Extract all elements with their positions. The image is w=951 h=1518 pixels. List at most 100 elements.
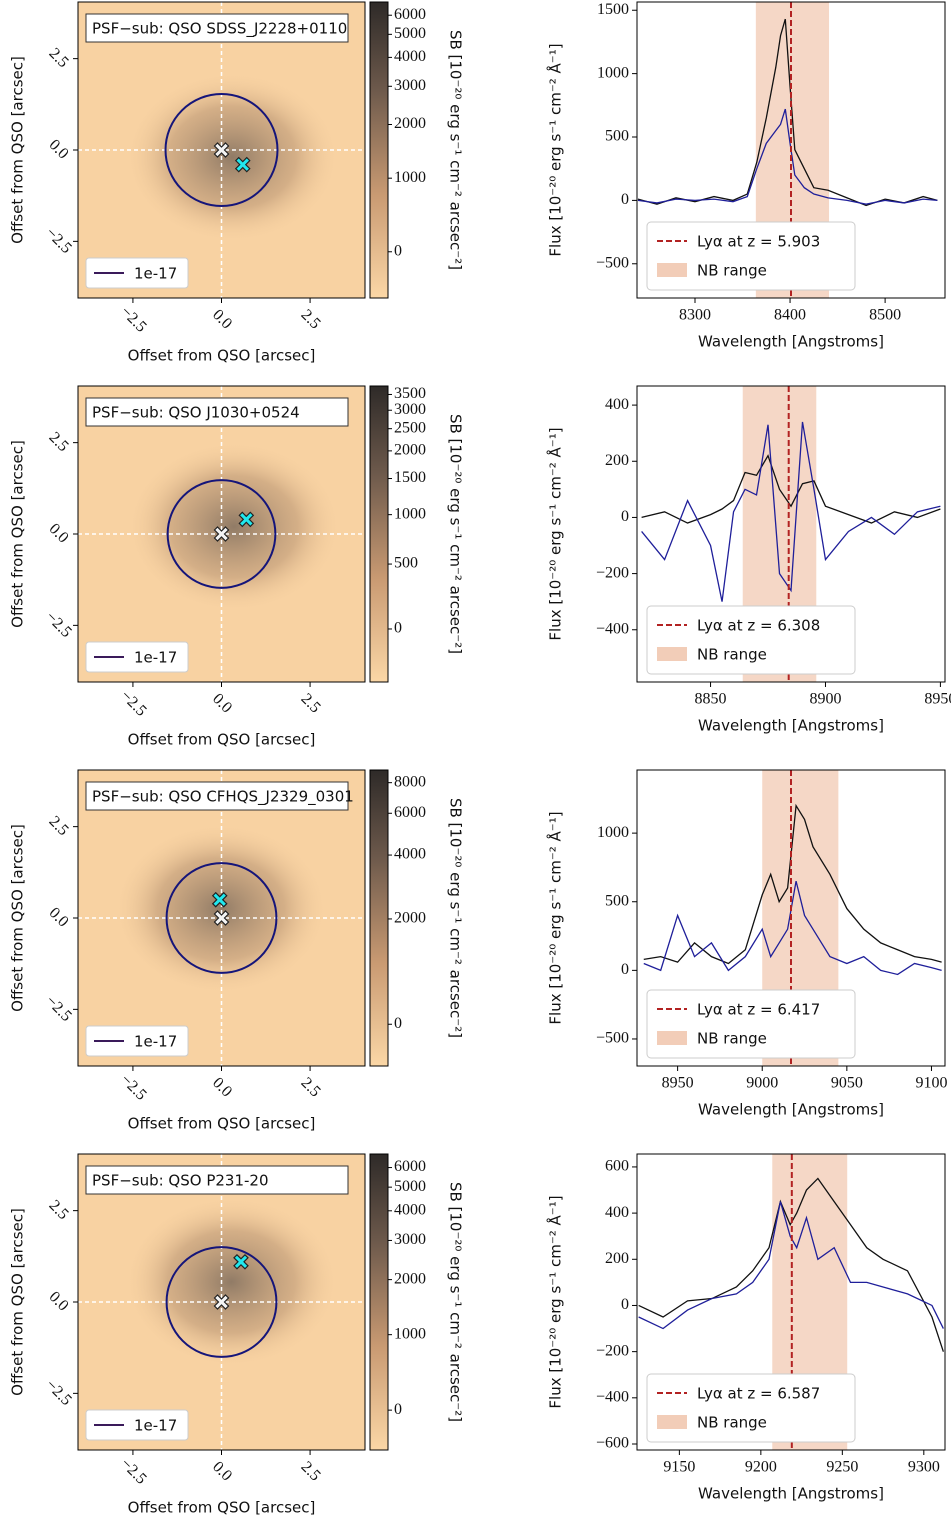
colorbar-tick-label: 6000 <box>394 6 426 23</box>
x-tick-label: 0.0 <box>209 690 235 716</box>
y-tick-label: 1000 <box>597 64 629 81</box>
x-axis-label: Wavelength [Angstroms] <box>698 717 884 735</box>
y-tick-label: 200 <box>605 1250 629 1267</box>
frame <box>636 769 946 1067</box>
x-tick-label: 2.5 <box>298 1458 324 1484</box>
legend-box <box>646 221 856 291</box>
y-tick-label: 0 <box>621 191 629 208</box>
y-axis-label: Offset from QSO [arcsec] <box>9 56 27 244</box>
x-tick-label: 9000 <box>746 1075 778 1092</box>
colorbar-tick-label: 0 <box>394 242 402 259</box>
spectrum <box>637 108 938 205</box>
colorbar-tick-label: 2000 <box>394 442 426 459</box>
legend-label: NB range <box>697 1414 767 1432</box>
colorbar-tick-label: 4000 <box>394 1201 426 1218</box>
x-tick-label: 9200 <box>745 1459 777 1476</box>
x-axis-label: Offset from QSO [arcsec] <box>128 347 316 365</box>
legend-label: NB range <box>697 1030 767 1048</box>
colorbar-tick-label: 3500 <box>394 385 426 402</box>
colorbar-tick-label: 1000 <box>394 505 426 522</box>
x-tick-label: 9100 <box>915 1075 947 1092</box>
y-tick-label: 2.5 <box>46 813 72 839</box>
y-tick-label: 500 <box>605 892 629 909</box>
aperture <box>164 93 279 207</box>
lae-marker <box>233 1253 249 1270</box>
panel-title: PSF−sub: QSO SDSS_J2228+0110 <box>92 20 347 39</box>
y-tick-label: 0.0 <box>46 136 72 162</box>
legend-box <box>646 605 856 675</box>
y-tick-label: 2.5 <box>46 429 72 455</box>
x-tick-label: 9300 <box>908 1459 940 1476</box>
title-box <box>85 1165 349 1195</box>
x-axis-label: Offset from QSO [arcsec] <box>128 1115 316 1133</box>
legend-swatch <box>657 1415 687 1429</box>
colorbar-label: SB [10⁻²⁰ erg s⁻¹ cm⁻² arcsec⁻²] <box>447 414 465 654</box>
colorbar-tick-label: 6000 <box>394 804 426 821</box>
y-tick-label: 2.5 <box>46 45 72 71</box>
x-tick-label: 0.0 <box>209 1458 235 1484</box>
y-tick-label: 1500 <box>597 1 629 18</box>
legend-box <box>85 257 189 289</box>
colorbar-tick-label: 0 <box>394 1401 402 1418</box>
x-tick-label: 8300 <box>679 307 711 324</box>
x-axis-label: Offset from QSO [arcsec] <box>128 731 316 749</box>
y-tick-label: −200 <box>596 564 629 581</box>
colorbar-tick-label: 2000 <box>394 115 426 132</box>
emission <box>125 72 339 243</box>
x-axis-label: Offset from QSO [arcsec] <box>128 1499 316 1517</box>
y-tick-label: 600 <box>605 1158 629 1175</box>
y-tick-label: 1000 <box>597 824 629 841</box>
panel-title: PSF−sub: QSO P231-20 <box>92 1172 269 1190</box>
y-tick-label: −2.5 <box>42 992 75 1025</box>
x-tick-label: −2.5 <box>117 1455 150 1488</box>
colorbar-tick-label: 3000 <box>394 401 426 418</box>
qso-marker <box>213 142 230 158</box>
emission <box>114 823 327 994</box>
x-tick-label: 0.0 <box>209 1074 235 1100</box>
y-tick-label: 0 <box>621 508 629 525</box>
y-axis-label: Flux [10⁻²⁰ erg s⁻¹ cm⁻² Å⁻¹] <box>546 43 565 256</box>
qso-marker <box>213 526 230 542</box>
colorbar-tick-label: 2000 <box>394 1270 426 1287</box>
x-tick-label: 0.0 <box>209 306 235 332</box>
title-box <box>85 781 349 811</box>
qso-marker <box>213 1294 230 1310</box>
lae-marker <box>234 156 251 173</box>
legend-box <box>85 1025 189 1057</box>
frame <box>636 1153 946 1451</box>
title-box <box>85 397 349 427</box>
legend-box <box>85 1409 189 1441</box>
legend-label: NB range <box>697 262 767 280</box>
colorbar-tick-label: 3000 <box>394 1231 426 1248</box>
y-tick-label: −400 <box>596 620 629 637</box>
legend-label: 1e-17 <box>134 265 177 283</box>
colorbar-tick-label: 4000 <box>394 846 426 863</box>
y-tick-label: −200 <box>596 1342 629 1359</box>
colorbar-tick-label: 6000 <box>394 1158 426 1175</box>
y-tick-label: −500 <box>596 1030 629 1047</box>
legend-label: NB range <box>697 646 767 664</box>
y-tick-label: 400 <box>605 396 629 413</box>
colorbar <box>369 385 389 683</box>
panel-title: PSF−sub: QSO J1030+0524 <box>92 404 300 422</box>
emission <box>124 1196 338 1367</box>
x-tick-label: 8850 <box>695 691 727 708</box>
frame <box>636 1 946 299</box>
y-tick-label: −500 <box>596 254 629 271</box>
legend-label: 1e-17 <box>134 1417 177 1435</box>
image-area <box>78 386 365 682</box>
x-tick-label: −2.5 <box>117 303 150 336</box>
legend-box <box>646 1373 856 1443</box>
y-tick-label: −2.5 <box>42 224 75 257</box>
colorbar-tick-label: 0 <box>394 1015 402 1032</box>
colorbar-tick-label: 3000 <box>394 77 426 94</box>
x-tick-label: 9250 <box>826 1459 858 1476</box>
y-tick-label: −600 <box>596 1435 629 1452</box>
y-axis-label: Offset from QSO [arcsec] <box>9 1208 27 1396</box>
x-tick-label: 2.5 <box>298 306 324 332</box>
y-axis-label: Flux [10⁻²⁰ erg s⁻¹ cm⁻² Å⁻¹] <box>546 1195 565 1408</box>
colorbar-tick-label: 4000 <box>394 48 426 65</box>
x-tick-label: 9150 <box>663 1459 695 1476</box>
y-tick-label: 2.5 <box>46 1197 72 1223</box>
